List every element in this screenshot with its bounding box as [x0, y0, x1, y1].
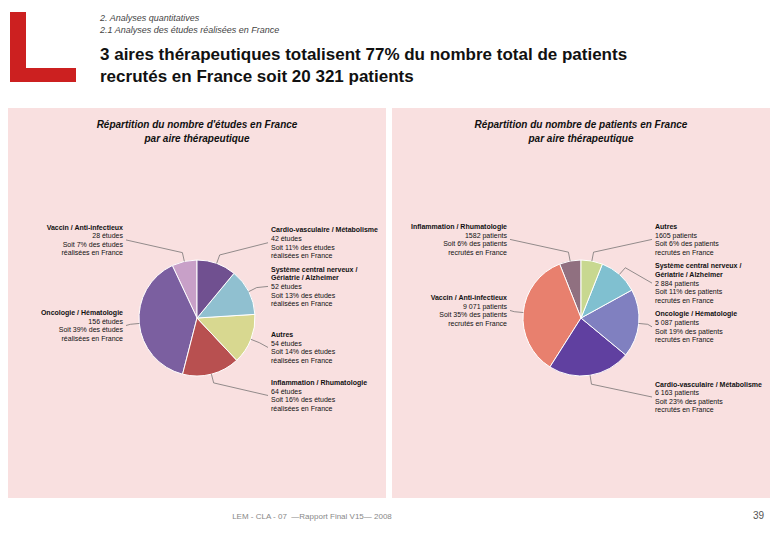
html-text:2. Analyses quantitatives: 2. Analyses quantitatives: [100, 13, 200, 23]
svg-text:Cardio-vasculaire / Métabolism: Cardio-vasculaire / Métabolisme42 études…: [271, 226, 378, 259]
svg-text:Inflammation / Rhumatologie64: Inflammation / Rhumatologie64 étudesSoit…: [271, 379, 367, 412]
svg-text:Autres1605 patientsSoit 6% des: Autres1605 patientsSoit 6% des patientsr…: [655, 223, 719, 256]
svg-text:Autres54 étudesSoit 14% des ét: Autres54 étudesSoit 14% des étudesréalis…: [271, 331, 336, 364]
html-text:3 aires thérapeutiques totalis: 3 aires thérapeutiques totalisent 77% du…: [100, 45, 628, 64]
svg-text:Système central nerveux /Géria: Système central nerveux /Gériatrie / Alz…: [271, 266, 357, 307]
html-text:par aire thérapeutique: par aire thérapeutique: [528, 132, 634, 144]
html-text:Répartition du nombre de patie: Répartition du nombre de patients en Fra…: [474, 119, 688, 130]
svg-text:Cardio-vasculaire / Métabolism: Cardio-vasculaire / Métabolisme6 163 pat…: [655, 381, 762, 414]
html-text:LEM - CLA - 07 —Rapport Final: LEM - CLA - 07 —Rapport Final V15— 2008: [232, 512, 392, 521]
svg-text:Vaccin / Anti-infectieux28 étu: Vaccin / Anti-infectieux28 étudesSoit 7%…: [47, 224, 124, 257]
svg-text:Oncologie / Hématologie5 087 p: Oncologie / Hématologie5 087 patientsSoi…: [655, 310, 737, 343]
svg-text:Oncologie / Hématologie156 étu: Oncologie / Hématologie156 étudesSoit 39…: [41, 309, 124, 342]
html-text:39: 39: [752, 510, 764, 521]
svg-text:Inflammation / Rhumatologie158: Inflammation / Rhumatologie1582 patients…: [411, 223, 508, 256]
html-text:par aire thérapeutique: par aire thérapeutique: [144, 132, 250, 144]
svg-text:Système central nerveux /Géria: Système central nerveux /Gériatrie / Alz…: [655, 262, 741, 303]
html-text:2.1 Analyses des études réalis: 2.1 Analyses des études réalisées en Fra…: [100, 25, 280, 35]
html-text:Répartition du nombre d'études: Répartition du nombre d'études en France: [96, 119, 298, 130]
svg-text:Vaccin / Anti-infectieux9 071: Vaccin / Anti-infectieux9 071 patientsSo…: [431, 294, 508, 327]
html-text:recrutés en France soit 20 321: recrutés en France soit 20 321 patients: [100, 67, 414, 87]
